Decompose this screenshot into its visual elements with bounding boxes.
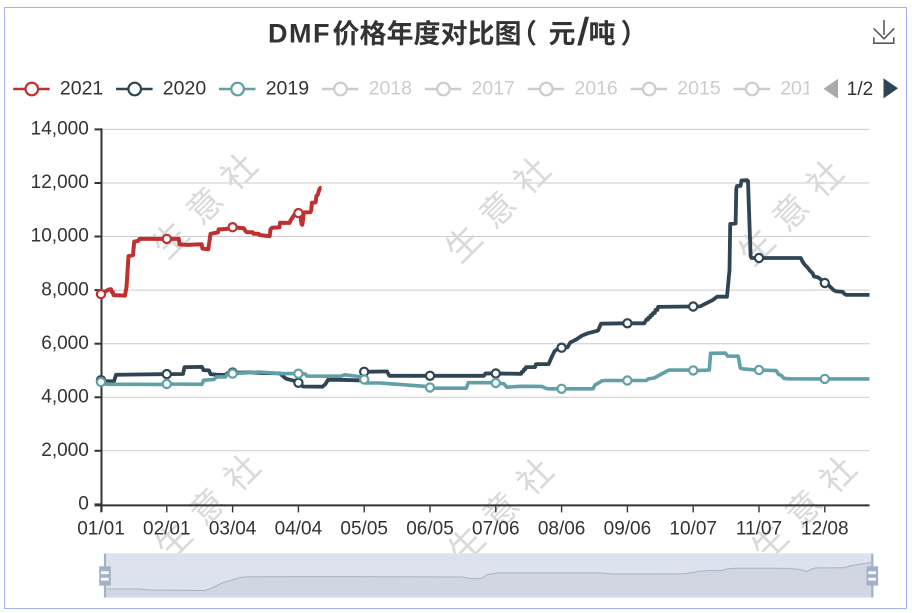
svg-text:DMF: DMF: [268, 19, 331, 49]
svg-text:10,000: 10,000: [31, 226, 89, 247]
svg-text:4,000: 4,000: [41, 387, 89, 408]
svg-text:2018: 2018: [369, 78, 412, 100]
svg-text:07/06: 07/06: [472, 519, 520, 540]
svg-text:2017: 2017: [472, 78, 515, 100]
svg-text:01/01: 01/01: [77, 519, 125, 540]
svg-text:8,000: 8,000: [41, 279, 89, 300]
svg-text:0: 0: [78, 494, 89, 515]
svg-text:2015: 2015: [677, 78, 721, 100]
svg-text:2016: 2016: [574, 78, 617, 100]
svg-text:2,000: 2,000: [41, 440, 89, 461]
svg-text:10/07: 10/07: [669, 519, 717, 540]
svg-text:2020: 2020: [163, 78, 207, 100]
svg-text:6,000: 6,000: [41, 333, 89, 354]
svg-text:1/2: 1/2: [847, 79, 873, 100]
svg-text:04/04: 04/04: [275, 519, 323, 540]
svg-text:2019: 2019: [266, 78, 309, 100]
svg-text:11/07: 11/07: [736, 519, 782, 540]
svg-text:14,000: 14,000: [31, 119, 89, 140]
svg-text:2014: 2014: [780, 78, 824, 100]
svg-text:2021: 2021: [60, 78, 103, 100]
svg-text:03/04: 03/04: [209, 519, 257, 540]
svg-text:02/01: 02/01: [143, 519, 191, 540]
svg-text:06/05: 06/05: [406, 519, 454, 540]
svg-text:12/08: 12/08: [801, 519, 849, 540]
svg-text:08/06: 08/06: [538, 519, 586, 540]
svg-text:05/05: 05/05: [340, 519, 388, 540]
svg-text:09/06: 09/06: [604, 519, 652, 540]
svg-text:12,000: 12,000: [31, 172, 89, 193]
